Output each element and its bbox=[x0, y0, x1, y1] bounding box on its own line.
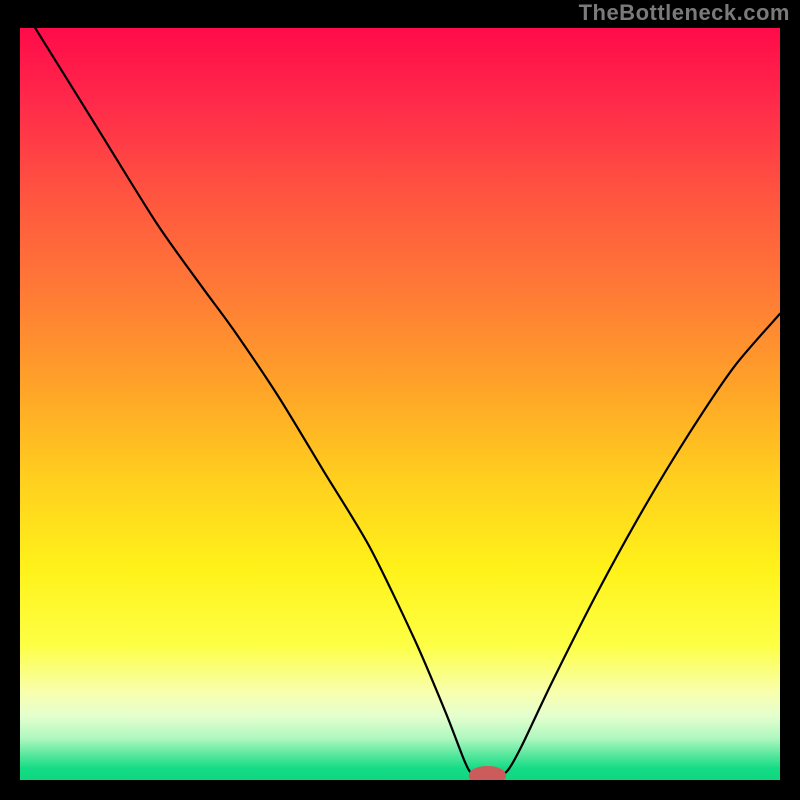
chart-frame: TheBottleneck.com bbox=[0, 0, 800, 800]
watermark-text: TheBottleneck.com bbox=[579, 0, 790, 26]
chart-background bbox=[20, 28, 780, 780]
bottleneck-chart bbox=[20, 28, 780, 780]
optimal-marker bbox=[469, 766, 505, 780]
